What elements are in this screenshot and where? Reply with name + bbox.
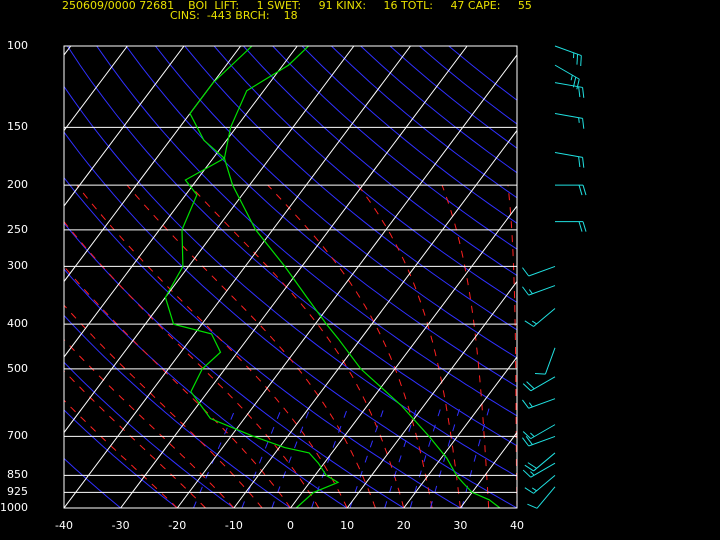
wind-barb (527, 486, 556, 509)
wind-barb (522, 435, 556, 447)
mixing-ratio-line (311, 405, 349, 508)
pressure-label-150: 150 (7, 120, 28, 134)
dry-adiabat (448, 46, 517, 101)
dry-adiabat (301, 46, 517, 224)
isotherm (64, 46, 128, 132)
sounding-header-line2: CINS: -443 BRCH: 18 (170, 9, 298, 22)
wind-barb (534, 347, 556, 375)
pressure-label-400: 400 (7, 317, 28, 331)
wind-barb (554, 151, 585, 168)
isotherm (290, 205, 517, 508)
frame-layer (63, 45, 518, 509)
dry-adiabat (184, 46, 517, 331)
sounding-header-line1: 250609/0000 72681 BOI LIFT: 1 SWET: 91 K… (62, 0, 532, 12)
wind-barb (522, 285, 556, 296)
isotherm (176, 54, 517, 508)
temperature-label--20: -20 (168, 519, 187, 532)
wind-barb-layer (522, 45, 587, 509)
dry-adiabat (331, 46, 517, 199)
moist-adiabat (64, 220, 320, 508)
mixing-ratio-line (193, 405, 238, 508)
moist-adiabat (507, 185, 517, 508)
wind-barb (522, 398, 556, 409)
moist-adiabat (267, 184, 433, 508)
mixing-ratio-line (409, 405, 442, 508)
moist-adiabat (357, 184, 461, 508)
pressure-label-200: 200 (7, 178, 28, 192)
wind-barb (524, 452, 556, 472)
isotherm (64, 46, 355, 434)
temperature-profile (223, 46, 501, 508)
wind-barb (522, 462, 556, 478)
mixing-ratio-line (430, 405, 461, 508)
isotherm (64, 46, 242, 283)
isotherm (459, 431, 517, 508)
moist-adiabat (126, 184, 376, 508)
temperature-label-40: 40 (510, 519, 524, 532)
temperature-label-0: 0 (287, 519, 294, 532)
profile-layer (164, 46, 501, 508)
dry-adiabat (389, 46, 517, 149)
isotherm (403, 356, 517, 508)
wind-barb (524, 308, 556, 327)
dewpoint-profile (164, 46, 340, 508)
dry-adiabat (213, 46, 517, 304)
isotherm (64, 46, 411, 508)
pressure-label-250: 250 (7, 222, 28, 236)
isotherm (64, 46, 185, 207)
mixing-ratio-line (461, 405, 491, 508)
dry-adiabat (272, 46, 517, 250)
wind-barb (554, 82, 585, 98)
temperature-label--40: -40 (55, 519, 73, 532)
pressure-label-1000: 1000 (0, 501, 28, 514)
mixing-ratio-line (384, 405, 418, 508)
wind-barb (554, 64, 580, 90)
plot-frame (63, 45, 518, 509)
wind-barb (522, 376, 556, 392)
wind-barb (522, 265, 556, 277)
dry-adiabat (419, 46, 517, 125)
isotherm (233, 129, 517, 508)
moist-adiabat (64, 304, 263, 508)
temperature-label--30: -30 (111, 519, 130, 532)
pressure-label-300: 300 (7, 259, 28, 273)
isotherm (64, 46, 298, 358)
moist-adiabat (441, 184, 490, 508)
mixing-ratio-line (349, 405, 386, 508)
wind-barb (555, 184, 587, 196)
moist-adiabat (64, 338, 235, 508)
pressure-label-500: 500 (7, 361, 28, 375)
moist-adiabat (189, 184, 405, 508)
grid-layer (64, 46, 517, 508)
pressure-label-925: 925 (7, 485, 28, 499)
dry-adiabat (64, 85, 517, 478)
mixing-ratio-line (241, 405, 284, 508)
pressure-label-850: 850 (7, 468, 28, 482)
pressure-label-700: 700 (7, 429, 28, 443)
dry-adiabat (96, 46, 517, 417)
dry-adiabat (125, 46, 517, 388)
wind-barb (554, 113, 585, 129)
wind-barb (555, 221, 587, 232)
moist-adiabat (64, 265, 291, 508)
dry-adiabat (64, 268, 348, 508)
pressure-label-100: 100 (7, 39, 28, 52)
wind-barb (522, 424, 556, 440)
temperature-label-20: 20 (396, 519, 411, 532)
temperature-label--10: -10 (224, 519, 243, 532)
isotherm (120, 46, 468, 508)
temperature-label-10: 10 (340, 519, 355, 532)
wind-barb (524, 475, 556, 494)
wind-barb (554, 45, 582, 67)
isotherm (346, 280, 517, 508)
temperature-label-30: 30 (453, 519, 468, 532)
dry-adiabat (64, 176, 461, 508)
